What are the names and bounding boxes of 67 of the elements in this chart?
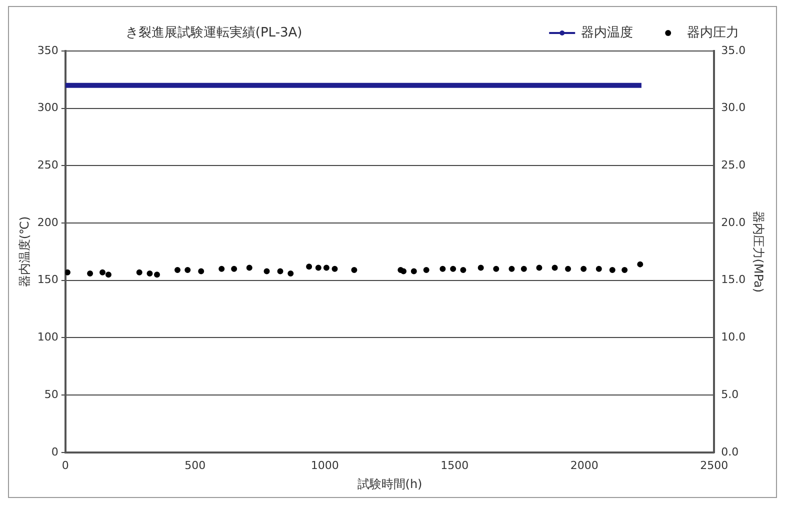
y2-tick-label: 35.0: [721, 44, 746, 57]
y-tick-label: 250: [37, 158, 58, 172]
point: [277, 268, 284, 274]
y2-tick-label: 5.0: [721, 388, 739, 401]
point: [332, 266, 338, 272]
point: [218, 266, 225, 272]
y-axis-title: 器内温度(℃): [17, 216, 32, 288]
point: [637, 261, 644, 268]
point: [536, 264, 542, 271]
point: [198, 268, 204, 274]
y-tick-label: 50: [44, 388, 58, 401]
y2-tick-label: 10.0: [721, 330, 746, 344]
point: [288, 270, 294, 276]
x-tick-label: 2500: [700, 458, 728, 472]
x-tick-label: 1000: [310, 458, 339, 472]
point: [146, 270, 153, 276]
legend-label: 器内圧力: [687, 25, 740, 40]
point: [609, 267, 616, 274]
point: [478, 264, 484, 271]
x-tick-label: 0: [62, 458, 69, 472]
point: [493, 266, 500, 272]
y2-tick-label: 30.0: [721, 101, 746, 114]
point: [264, 268, 270, 274]
y2-tick-label: 0.0: [721, 445, 739, 458]
point: [440, 266, 446, 272]
point: [423, 267, 430, 274]
point: [410, 268, 417, 274]
point: [231, 266, 238, 272]
point: [87, 270, 94, 276]
y-tick-label: 100: [37, 330, 58, 344]
y2-tick-label: 20.0: [721, 216, 746, 229]
point: [520, 266, 527, 272]
point: [100, 269, 106, 276]
point: [136, 269, 142, 276]
point: [323, 264, 330, 271]
x-tick-label: 500: [184, 458, 206, 472]
y-tick-label: 300: [37, 101, 58, 114]
y2-axis-title: 器内圧力(MPa): [752, 210, 766, 293]
point: [398, 267, 404, 274]
y-tick-label: 150: [37, 273, 58, 286]
point: [246, 264, 252, 271]
point: [174, 267, 180, 274]
point: [460, 267, 466, 274]
point: [622, 267, 628, 274]
x-tick-label: 1500: [440, 458, 469, 472]
chart-title: き裂進展試験運転実績(PL-3A): [125, 24, 302, 40]
x-tick-label: 2000: [570, 458, 598, 472]
y2-tick-label: 15.0: [721, 273, 746, 286]
y2-tick-label: 25.0: [721, 158, 746, 172]
point: [306, 264, 312, 270]
point: [154, 272, 160, 278]
y-tick-label: 0: [51, 445, 58, 458]
point: [65, 269, 70, 276]
point: [184, 267, 191, 274]
point: [315, 264, 322, 271]
point: [580, 266, 587, 272]
point: [565, 266, 572, 272]
point: [552, 264, 558, 271]
point: [596, 266, 602, 272]
point: [351, 267, 358, 274]
y-tick-label: 350: [37, 44, 58, 57]
legend-label: 器内温度: [581, 24, 634, 40]
x-axis-title: 試験時間(h): [357, 476, 422, 491]
point: [450, 266, 456, 272]
point: [105, 272, 112, 278]
point: [508, 266, 515, 272]
y-tick-label: 200: [37, 216, 58, 229]
